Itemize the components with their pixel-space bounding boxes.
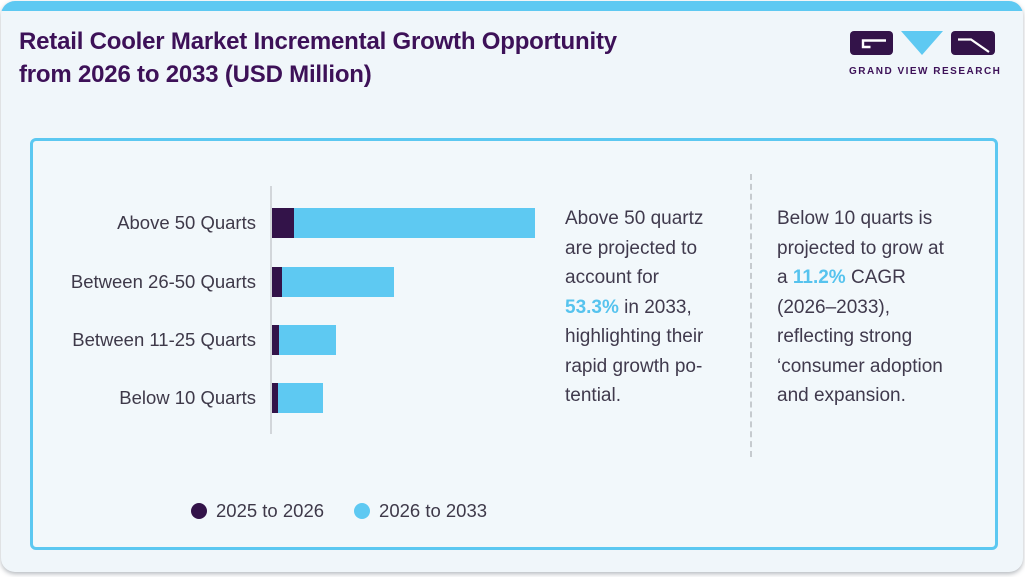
category-label: Between 26-50 Quarts: [70, 271, 256, 292]
highlight-percent-53-3: 53.3%: [565, 296, 619, 318]
dashed-divider: [750, 174, 752, 457]
page-title: Retail Cooler Market Incremental Growth …: [19, 25, 617, 91]
bar-segment-2026-2033: [279, 325, 336, 355]
stacked-bar: [272, 208, 535, 238]
bar-row-below-10: Below 10 Quarts: [33, 383, 573, 413]
chart-panel: Above 50 Quarts Between 26-50 Quarts Bet…: [30, 138, 998, 550]
annotation-line: projected to grow at: [777, 237, 944, 259]
annotation-line: are projected to: [565, 237, 698, 259]
bar-segment-2025-2026: [272, 208, 294, 238]
y-axis-line: [270, 186, 272, 434]
bar-segment-2025-2026: [272, 383, 278, 413]
annotation-line: ‘consumer adoption: [777, 355, 943, 377]
category-label: Above 50 Quarts: [117, 212, 256, 233]
legend-item-2026-2033: 2026 to 2033: [354, 500, 487, 522]
annotation-line: Below 10 quarts is: [777, 208, 933, 229]
bar-row-between-26-50: Between 26-50 Quarts: [33, 267, 573, 297]
annotation-line: reflecting strong: [777, 326, 913, 347]
title-line-1: Retail Cooler Market Incremental Growth …: [19, 28, 617, 55]
annotation-text: a: [777, 267, 793, 288]
gvr-logo-mark: [850, 31, 995, 55]
annotation-above-50-quarts: Above 50 quartz are projected to account…: [565, 204, 703, 411]
annotation-line: rapid growth po-: [565, 355, 703, 377]
legend: 2025 to 2026 2026 to 2033: [191, 500, 487, 522]
legend-item-2025-2026: 2025 to 2026: [191, 500, 324, 522]
bar-segment-2026-2033: [278, 383, 323, 413]
gvr-logo: GRAND VIEW RESEARCH: [849, 30, 1002, 77]
annotation-line: a 11.2% CAGR: [777, 263, 944, 293]
annotation-text: in 2033,: [618, 296, 692, 318]
bar-segment-2025-2026: [272, 325, 279, 355]
category-label: Between 11-25 Quarts: [72, 329, 256, 350]
bar-row-between-11-25: Between 11-25 Quarts: [33, 325, 573, 355]
stacked-bar: [272, 267, 394, 297]
annotation-line: account for: [565, 267, 659, 288]
bar-segment-2026-2033: [282, 267, 394, 297]
annotation-line: 53.3% in 2033,: [565, 293, 703, 323]
annotation-text: CAGR: [845, 267, 906, 288]
legend-label: 2026 to 2033: [379, 500, 488, 521]
gvr-logo-text: GRAND VIEW RESEARCH: [849, 66, 1002, 77]
annotation-line: (2026–2033),: [777, 296, 891, 318]
annotation-line: tential.: [565, 385, 621, 406]
stacked-bar: [272, 383, 323, 413]
category-label: Below 10 Quarts: [119, 387, 256, 408]
bar-segment-2025-2026: [272, 267, 282, 297]
annotation-line: Above 50 quartz: [565, 208, 704, 229]
annotation-below-10-quarts: Below 10 quarts is projected to grow at …: [777, 204, 944, 411]
stacked-bar: [272, 325, 336, 355]
annotation-line: highlighting their: [565, 326, 704, 347]
bar-segment-2026-2033: [294, 208, 535, 238]
legend-label: 2025 to 2026: [216, 500, 325, 521]
highlight-percent-11-2: 11.2%: [792, 267, 846, 288]
title-line-2: from 2026 to 2033 (USD Million): [19, 61, 372, 88]
bar-row-above-50: Above 50 Quarts: [33, 208, 573, 238]
annotation-line: and expansion.: [777, 385, 906, 406]
legend-dot-blue: [354, 503, 371, 519]
top-accent-bar: [1, 1, 1023, 11]
legend-dot-dark: [191, 503, 207, 519]
